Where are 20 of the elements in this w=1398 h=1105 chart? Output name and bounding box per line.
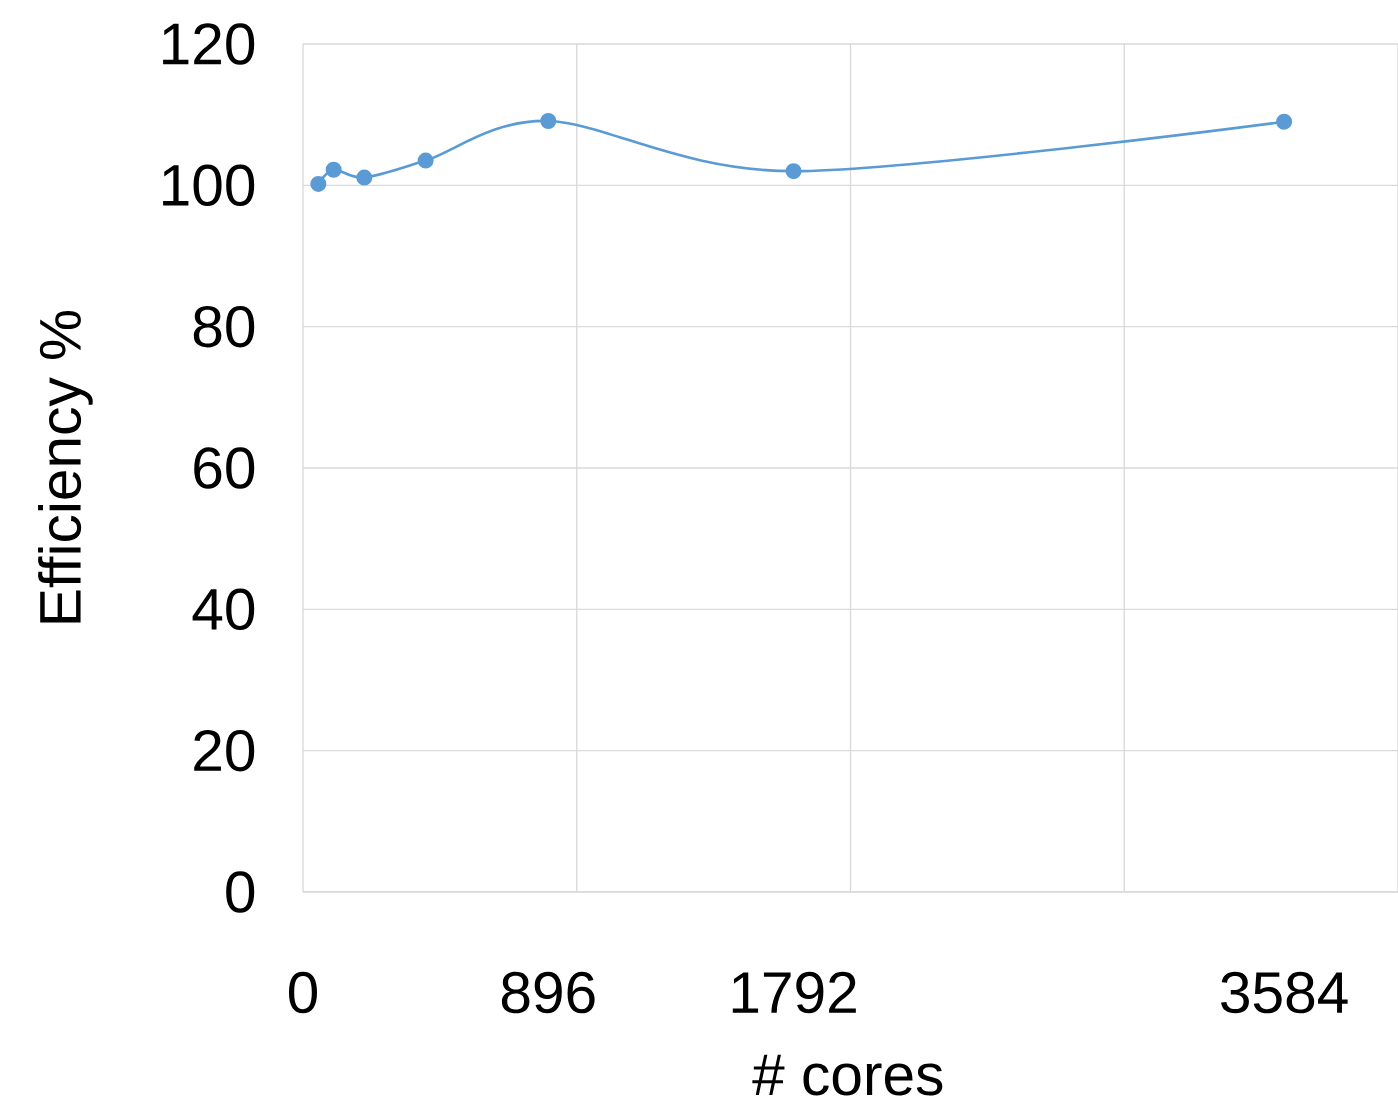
y-tick-label: 60 — [194, 447, 255, 489]
x-tick-label: 3584 — [1221, 971, 1348, 1014]
x-axis-title: # cores — [752, 1054, 943, 1096]
y-tick-label: 20 — [194, 729, 255, 772]
point — [540, 113, 557, 130]
y-tick-label: 100 — [163, 164, 255, 207]
y-axis-title: Efficiency % — [38, 310, 93, 623]
y-tick-label: 120 — [163, 23, 255, 65]
point — [310, 175, 327, 192]
point — [1276, 113, 1293, 130]
y-tick-label: 0 — [226, 871, 255, 913]
point — [325, 161, 342, 178]
x-tick-label: 896 — [501, 971, 595, 1014]
y-tick-label: 40 — [192, 588, 255, 631]
y-tick-label: 80 — [193, 305, 255, 348]
x-tick-label: 0 — [288, 971, 318, 1014]
x-tick-label: 1792 — [732, 971, 856, 1014]
point — [785, 163, 802, 180]
point — [417, 152, 434, 169]
point — [356, 169, 373, 186]
